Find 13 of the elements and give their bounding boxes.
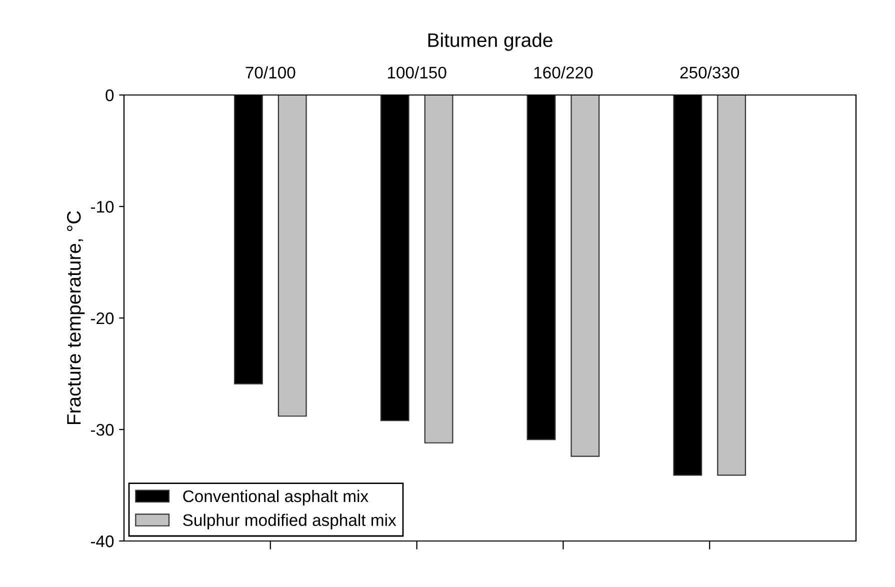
x-tick-label: 160/220 — [534, 66, 593, 79]
x-axis-title: Bitumen grade — [428, 32, 552, 51]
y-tick-label: -20 — [90, 312, 114, 324]
y-axis-title: Fracture temperature, °C — [67, 211, 85, 424]
x-tick-label: 70/100 — [246, 66, 296, 79]
y-tick-label: -40 — [90, 535, 114, 548]
x-tick-label: 100/150 — [388, 66, 446, 79]
y-tick-label: -30 — [90, 424, 114, 436]
legend-label: Sulphur modified asphalt mix — [183, 514, 396, 530]
legend-label: Conventional asphalt mix — [183, 490, 368, 506]
y-tick-label: 0 — [106, 89, 114, 102]
x-tick-label: 250/330 — [680, 66, 740, 79]
y-tick-label: -10 — [90, 200, 114, 213]
